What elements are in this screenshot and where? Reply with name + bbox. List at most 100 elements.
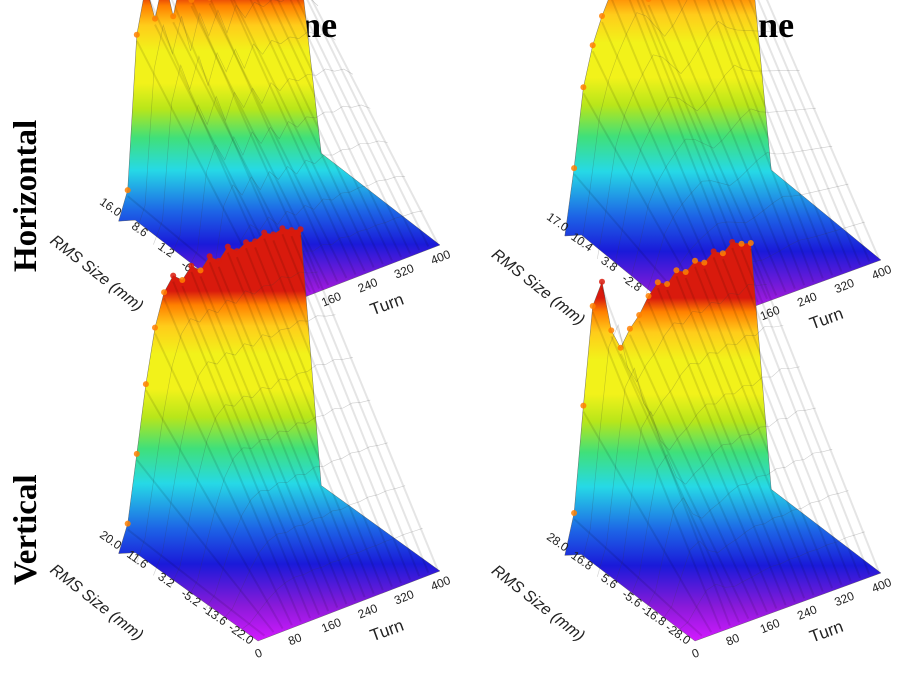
surface-ridge-line <box>263 238 402 584</box>
x-tick-label: 320 <box>392 587 416 608</box>
surface-ridge-line <box>199 276 339 608</box>
ridge-peak-mark <box>626 325 633 332</box>
surface-ridge-line <box>707 0 815 283</box>
ridge-peak-mark <box>188 0 195 3</box>
ridge-peak-mark <box>133 31 140 38</box>
surface-ridge-line <box>694 266 824 592</box>
panel-split-vertical: 080160240320400Turn20.011.63.2-5.2-13.6-… <box>47 225 453 661</box>
x-tick-label: 0 <box>690 645 702 661</box>
x-axis-title: Turn <box>368 616 407 646</box>
ridge-peak-mark <box>701 259 708 266</box>
ridge-peak-mark <box>673 267 680 274</box>
surface-ridge-line <box>749 248 880 572</box>
ridge-peak-mark <box>243 239 249 246</box>
x-tick-label: 320 <box>832 276 856 297</box>
mesh-line <box>597 20 784 260</box>
ridge-peak-mark <box>738 240 745 247</box>
surface-ridge-line <box>757 0 871 262</box>
y-axis-title: RMS Size (mm) <box>488 562 587 645</box>
mesh-line <box>645 145 833 294</box>
surface-ridge-line <box>731 247 861 579</box>
ridge-peak-mark <box>261 229 268 236</box>
y-axis-title: RMS Size (mm) <box>47 232 146 315</box>
surface-ridge-line <box>163 297 302 622</box>
x-tick-label: 320 <box>392 261 416 282</box>
x-axis-title: Turn <box>368 290 407 320</box>
surface-ridge-line <box>582 411 713 633</box>
ridge-peak-mark <box>152 324 158 331</box>
surface-ridge-line <box>619 353 750 620</box>
surface-ridge-line <box>230 0 357 275</box>
ridge-peak-mark <box>179 277 186 283</box>
surface-ridge-line <box>748 0 861 266</box>
surface-ridge-line <box>721 258 852 582</box>
mesh-line <box>580 283 768 567</box>
x-tick-label: 400 <box>429 573 453 594</box>
mesh-line <box>629 107 816 283</box>
x-tick-label: 240 <box>795 602 819 623</box>
surface-ridge-line <box>190 5 330 286</box>
ridge-peak-mark <box>589 303 596 309</box>
surface-ridge-line <box>647 4 778 296</box>
surface-ridge-line <box>127 528 266 637</box>
ridge-peak-mark <box>188 262 195 269</box>
surface-ridge-line <box>601 287 731 626</box>
ridge-peak-mark <box>152 15 158 22</box>
surface-ridge-line <box>712 257 843 586</box>
x-tick-label: 240 <box>356 601 380 622</box>
mesh-line <box>153 314 336 576</box>
mesh-line <box>153 31 336 245</box>
ridge-peak-mark <box>608 327 615 334</box>
ridge-peak-mark <box>288 227 295 234</box>
surface-ridge-line <box>296 0 421 251</box>
mesh-line <box>135 271 319 565</box>
x-tick-label: 240 <box>795 289 819 310</box>
surface-ridge-line <box>610 335 741 623</box>
ridge-peak-mark <box>645 0 652 2</box>
surface-ridge-line <box>181 285 321 615</box>
x-axis-title: Turn <box>807 617 846 647</box>
y-axis-title: RMS Size (mm) <box>47 561 146 644</box>
ridge-peak-mark <box>747 240 754 246</box>
surface-ridge-line <box>693 0 806 286</box>
surface-ridge-line <box>306 0 430 247</box>
surface-ridge-line <box>235 256 375 594</box>
surface-ridge-line <box>740 249 871 575</box>
mesh-line <box>188 104 371 269</box>
surface-ridge-line <box>703 268 834 589</box>
ridge-peak-mark <box>664 281 671 287</box>
mesh-line <box>678 531 865 631</box>
ridge-peak-mark <box>580 402 587 409</box>
ridge-peak-mark <box>589 42 596 49</box>
ridge-peak-mark <box>682 269 689 275</box>
ridge-peak-mark <box>133 450 140 457</box>
x-tick-label: 160 <box>319 615 343 636</box>
ridge-peak-mark <box>599 13 605 19</box>
ridge-peak-mark <box>224 243 231 250</box>
surface-ridge-line <box>666 289 796 603</box>
ridge-peak-mark <box>206 253 213 260</box>
surface-ridge-line <box>254 247 393 587</box>
surface-ridge-line <box>721 0 834 276</box>
ridge-peak-mark <box>654 279 661 286</box>
surface-body <box>564 0 882 329</box>
ridge-peak-mark <box>207 0 212 1</box>
surface-ridge-line <box>660 0 787 293</box>
surface-ridge-line <box>249 0 375 268</box>
surface-ridge-line <box>656 287 787 606</box>
x-tick-label: 240 <box>356 275 380 296</box>
ridge-peak-mark <box>170 272 177 279</box>
surface-ridge-line <box>573 518 703 637</box>
mesh-line <box>188 399 371 598</box>
x-tick-label: 160 <box>758 616 782 637</box>
surface-ridge-line <box>209 0 339 282</box>
surface-body <box>118 0 441 316</box>
x-tick-label: 400 <box>870 575 894 596</box>
ridge-peak-mark <box>124 520 131 527</box>
ridge-peak-mark <box>252 238 259 245</box>
mesh-line <box>170 68 354 257</box>
surface-ridge-line <box>281 233 421 577</box>
surface-ridge-line <box>256 0 384 265</box>
mesh-line <box>222 485 406 620</box>
ridge-peak-mark <box>580 84 587 91</box>
